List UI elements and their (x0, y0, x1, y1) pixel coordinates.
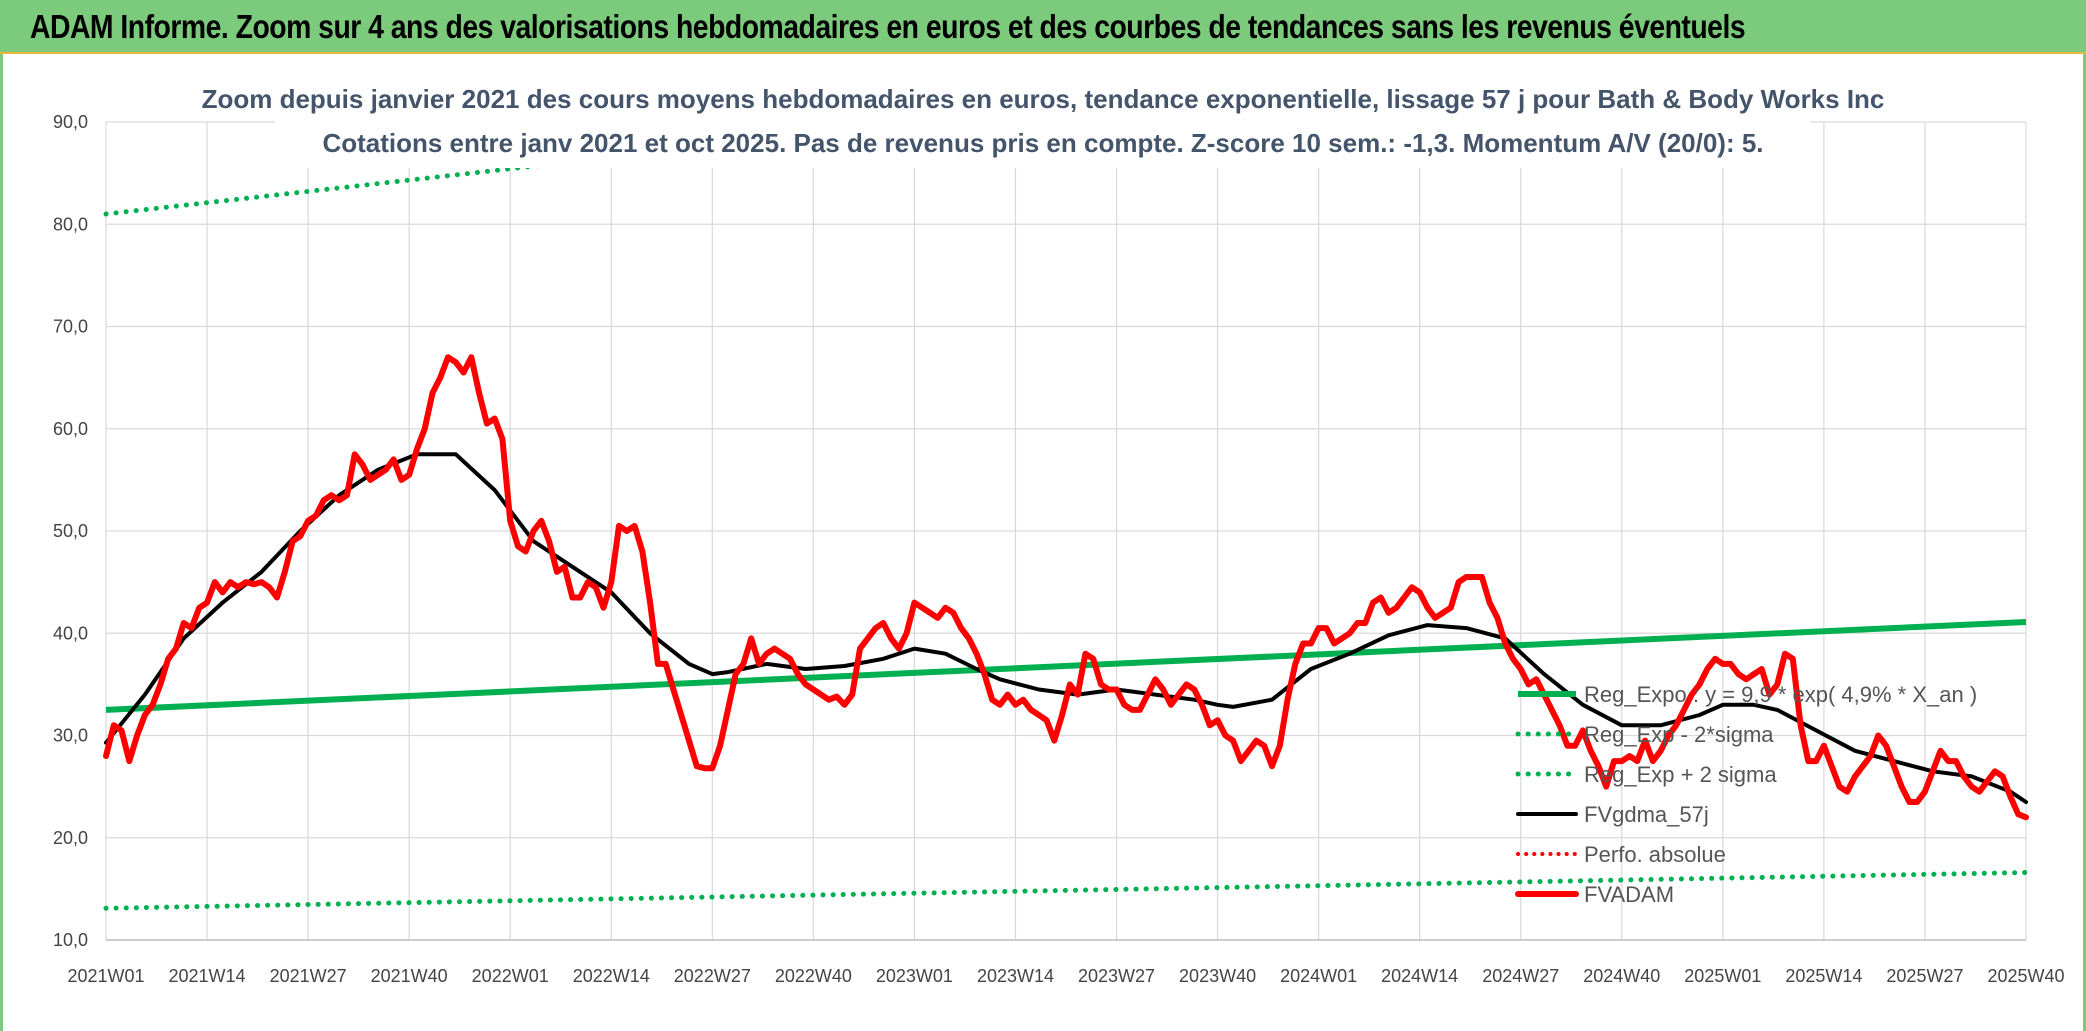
x-tick-label: 2022W27 (674, 966, 751, 986)
legend: Reg_Expo : y = 9,9 * exp( 4,9% * X_an ) R… (1515, 682, 1977, 907)
x-tick-label: 2022W40 (775, 966, 852, 986)
title-background (275, 74, 1810, 168)
x-tick-label: 2024W14 (1381, 966, 1458, 986)
x-tick-label: 2024W40 (1583, 966, 1660, 986)
series-line-reg-exp-2-sigma (103, 870, 2029, 911)
y-tick-label: 50,0 (53, 521, 88, 541)
axes: 10,0 20,0 30,0 40,0 50,0 60,0 70,0 80,0 90,0 2021… (53, 112, 2065, 986)
legend-label-fvadam: FVADAM (1584, 882, 1674, 907)
x-tick-label: 2025W14 (1785, 966, 1862, 986)
chart-subtitle: Cotations entre janv 2021 et oct 2025. P… (322, 128, 1763, 158)
x-tick-label: 2021W14 (169, 966, 246, 986)
chart-titles: Zoom depuis janvier 2021 des cours moyen… (202, 74, 1885, 168)
x-tick-label: 2022W14 (573, 966, 650, 986)
y-tick-label: 30,0 (53, 726, 88, 746)
series-line-fvgdma-57j (104, 452, 2028, 804)
legend-label-perfo-absolue: Perfo. absolue (1584, 842, 1726, 867)
y-tick-label: 70,0 (53, 317, 88, 337)
x-tick-label: 2023W14 (977, 966, 1054, 986)
x-tick-label: 2021W40 (371, 966, 448, 986)
x-tick-label: 2024W27 (1482, 966, 1559, 986)
series (103, 122, 2029, 911)
x-tick-label: 2022W01 (472, 966, 549, 986)
x-tick-label: 2025W40 (1987, 966, 2064, 986)
y-tick-label: 90,0 (53, 112, 88, 132)
x-tick-label: 2024W01 (1280, 966, 1357, 986)
chart-title: Zoom depuis janvier 2021 des cours moyen… (202, 84, 1885, 114)
y-tick-label: 10,0 (53, 930, 88, 950)
chart-frame (0, 54, 2086, 1031)
grid (105, 121, 2027, 941)
y-tick-label: 20,0 (53, 828, 88, 848)
x-tick-label: 2023W27 (1078, 966, 1155, 986)
y-tick-label: 60,0 (53, 419, 88, 439)
x-tick-label: 2021W01 (67, 966, 144, 986)
y-tick-label: 80,0 (53, 214, 88, 234)
x-tick-label: 2025W27 (1886, 966, 1963, 986)
y-tick-label: 40,0 (53, 623, 88, 643)
x-tick-label: 2023W40 (1179, 966, 1256, 986)
x-tick-label: 2023W01 (876, 966, 953, 986)
x-tick-label: 2025W01 (1684, 966, 1761, 986)
report-title: ADAM Informe. Zoom sur 4 ans des valoris… (30, 8, 1746, 45)
series-line-fvadam (103, 354, 2029, 821)
legend-label-reg-expo-y-9-9-exp-4-9-x-an: Reg_Expo : y = 9,9 * exp( 4,9% * X_an ) (1584, 682, 1977, 707)
legend-label-reg-exp-2-sigma: Reg_Exp - 2*sigma (1584, 722, 1774, 747)
legend-label-fvgdma-57j: FVgdma_57j (1584, 802, 1709, 827)
series-line-reg-expo-y-9-9-exp-4-9-x-an (105, 619, 2027, 713)
legend-label-reg-exp-2-sigma: Reg_Exp + 2 sigma (1584, 762, 1777, 787)
series-line-reg-exp-2-sigma (103, 122, 952, 217)
x-tick-label: 2021W27 (270, 966, 347, 986)
report-header: ADAM Informe. Zoom sur 4 ans des valoris… (0, 0, 2086, 54)
